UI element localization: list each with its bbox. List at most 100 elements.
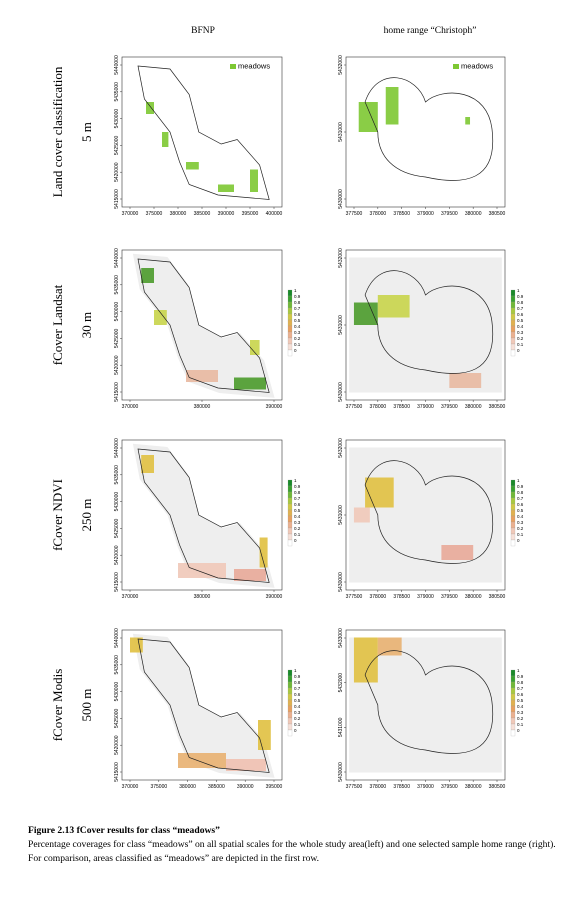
legend-ramp-cell — [287, 527, 293, 535]
legend-label: 1 — [517, 478, 520, 483]
x-tick-label: 370000 — [122, 594, 139, 600]
map-outline — [364, 460, 494, 564]
legend-label: 0.8 — [517, 490, 524, 495]
legend-label: 0.7 — [294, 306, 301, 311]
y-tick-label: 5425000 — [114, 518, 120, 538]
legend-label: 0.3 — [517, 330, 524, 335]
legend-ramp-cell — [510, 349, 516, 357]
legend-label: 0.9 — [294, 674, 301, 679]
x-tick-label: 380000 — [179, 784, 196, 790]
map-patch — [234, 377, 266, 390]
map-background — [349, 637, 502, 773]
y-tick-label: 5440000 — [114, 248, 120, 268]
legend-label: 0.7 — [517, 496, 524, 501]
map-patch — [178, 563, 226, 578]
legend-ramp-cell — [510, 515, 516, 523]
map-background — [132, 633, 275, 778]
map-background — [349, 447, 502, 583]
column-header: home range “Christoph” — [384, 26, 477, 36]
x-tick-label: 378000 — [369, 594, 386, 600]
column-header: BFNP — [191, 26, 215, 36]
map-outline — [137, 448, 270, 583]
y-tick-label: 5430000 — [338, 762, 344, 782]
y-tick-label: 5420000 — [114, 162, 120, 182]
x-tick-label: 378500 — [393, 211, 410, 217]
row-label: Land cover classification — [50, 66, 65, 197]
legend-ramp-cell — [510, 533, 516, 541]
legend-label: 1 — [517, 288, 520, 293]
legend-label: 0.9 — [517, 294, 524, 299]
legend-ramp-cell — [510, 723, 516, 731]
row-label: fCover Modis — [50, 669, 65, 742]
legend-label: 0 — [294, 728, 297, 733]
legend-label: meadows — [238, 62, 270, 71]
map-patch — [178, 753, 226, 768]
map-patch — [449, 373, 482, 388]
map-patch — [146, 102, 154, 114]
legend-ramp-cell — [510, 301, 516, 309]
legend-label: 0.6 — [294, 502, 301, 507]
legend-ramp-cell — [287, 485, 293, 493]
map-patch — [141, 268, 154, 283]
legend-label: 0.8 — [294, 300, 301, 305]
legend-label: 0.8 — [294, 490, 301, 495]
x-tick-label: 380500 — [489, 404, 506, 410]
legend-label: 0.6 — [294, 692, 301, 697]
map-patch — [186, 162, 199, 170]
legend-ramp-cell — [287, 681, 293, 689]
legend-label: 0.1 — [294, 722, 301, 727]
legend-label: 0.4 — [294, 324, 301, 329]
legend-ramp-cell — [287, 319, 293, 327]
x-tick-label: 377500 — [346, 404, 363, 410]
legend-ramp-cell — [287, 711, 293, 719]
map-background — [132, 253, 275, 398]
map-patch — [226, 759, 266, 771]
map-patch — [358, 102, 378, 132]
legend-label: 0.6 — [517, 692, 524, 697]
legend-label: 0.4 — [294, 514, 301, 519]
y-tick-label: 5415000 — [114, 572, 120, 592]
legend-ramp-cell — [287, 325, 293, 333]
x-tick-label: 385000 — [208, 784, 225, 790]
x-tick-label: 378000 — [369, 784, 386, 790]
y-tick-label: 5415000 — [114, 382, 120, 402]
y-tick-label: 5435000 — [114, 82, 120, 102]
legend-label: 0.6 — [517, 502, 524, 507]
map-patch — [130, 637, 143, 653]
legend-label: 0.5 — [517, 318, 524, 323]
legend-label: 0.4 — [517, 704, 524, 709]
legend-ramp-cell — [287, 717, 293, 725]
legend-label: 0.1 — [517, 342, 524, 347]
legend-ramp-cell — [510, 307, 516, 315]
legend-label: 0.9 — [517, 484, 524, 489]
y-tick-label: 5435000 — [114, 465, 120, 485]
legend-label: 0.6 — [517, 312, 524, 317]
y-tick-label: 5431000 — [338, 717, 344, 737]
legend-ramp-cell — [287, 343, 293, 351]
map-patch — [186, 370, 218, 382]
legend-label: 0.7 — [517, 686, 524, 691]
x-tick-label: 375000 — [150, 784, 167, 790]
legend-ramp-cell — [510, 331, 516, 339]
legend-ramp-cell — [510, 717, 516, 725]
legend-ramp-cell — [287, 687, 293, 695]
legend-label: 0.8 — [517, 680, 524, 685]
legend-label: 0.4 — [517, 514, 524, 519]
x-tick-label: 380500 — [489, 594, 506, 600]
legend-ramp-cell — [510, 705, 516, 713]
map-patch — [441, 545, 474, 560]
y-tick-label: 5432000 — [338, 673, 344, 693]
map-patch — [385, 87, 399, 125]
y-tick-label: 5420000 — [114, 545, 120, 565]
row-label: fCover NDVI — [50, 479, 65, 551]
legend-label: 0.3 — [294, 710, 301, 715]
legend-ramp-cell — [510, 729, 516, 737]
legend-label: 0.3 — [294, 330, 301, 335]
legend-ramp-cell — [510, 491, 516, 499]
legend-ramp-cell — [510, 485, 516, 493]
map-outline — [364, 77, 494, 181]
legend-ramp-cell — [287, 313, 293, 321]
y-tick-label: 5433000 — [338, 628, 344, 648]
legend-ramp-cell — [510, 479, 516, 487]
map-panel: 370000 380000 390000 5440000 5435000 5430000 5… — [114, 438, 301, 600]
